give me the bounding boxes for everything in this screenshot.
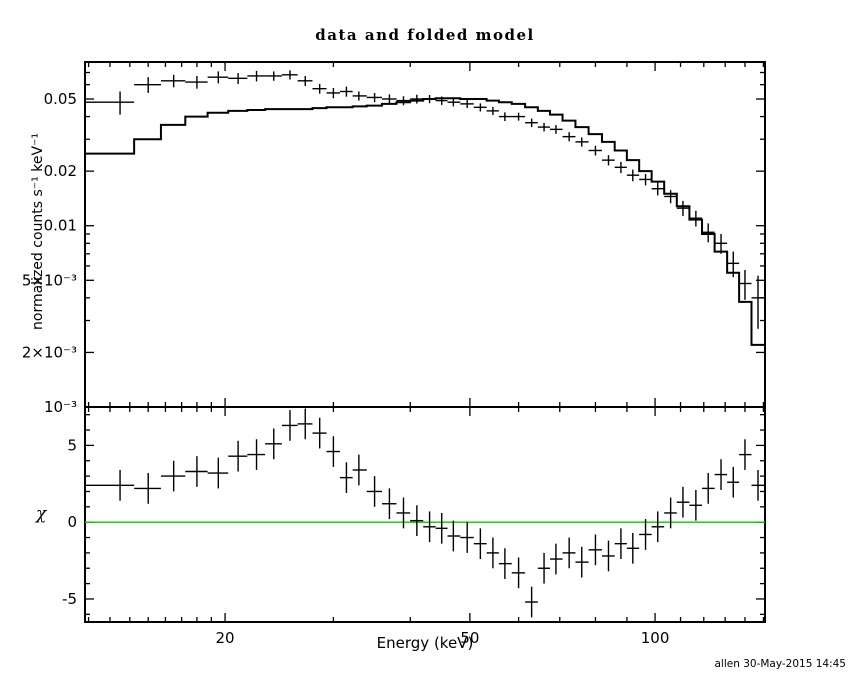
- svg-text:0: 0: [67, 513, 77, 531]
- spectrum-data-points: [85, 70, 765, 329]
- bottom-panel-frame: [84, 406, 766, 623]
- x-axis-label: Energy (keV): [376, 634, 474, 652]
- svg-text:5: 5: [67, 436, 77, 454]
- svg-text:20: 20: [216, 629, 235, 647]
- svg-text:0.02: 0.02: [44, 162, 77, 180]
- timestamp-credit: allen 30-May-2015 14:45: [714, 658, 846, 670]
- svg-text:10⁻³: 10⁻³: [44, 398, 77, 416]
- axis-ticks: [85, 62, 765, 622]
- svg-text:0.01: 0.01: [44, 217, 77, 235]
- svg-text:0.05: 0.05: [44, 90, 77, 108]
- svg-text:5×10⁻³: 5×10⁻³: [22, 271, 77, 289]
- plot-title: data and folded model: [315, 26, 535, 44]
- svg-text:50: 50: [460, 629, 479, 647]
- svg-text:100: 100: [641, 629, 670, 647]
- chi-residual-points: [85, 408, 765, 618]
- svg-text:2×10⁻³: 2×10⁻³: [22, 343, 77, 361]
- y-axis-label-chi: χ: [36, 504, 47, 524]
- svg-text:-5: -5: [62, 590, 77, 608]
- top-panel-frame: [84, 61, 766, 408]
- folded-model-line: [85, 97, 765, 393]
